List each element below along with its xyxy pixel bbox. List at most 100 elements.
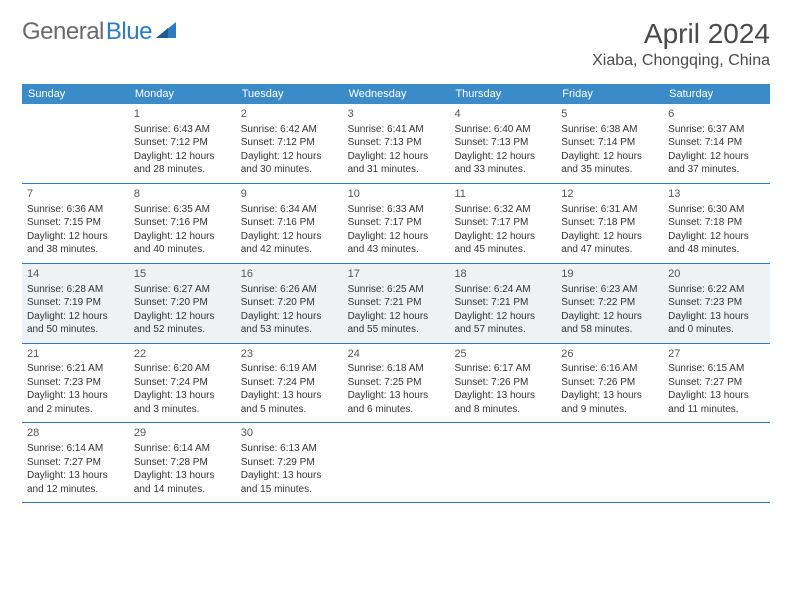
calendar-day-cell: 18Sunrise: 6:24 AMSunset: 7:21 PMDayligh… bbox=[449, 264, 556, 343]
sunrise-text: Sunrise: 6:32 AM bbox=[454, 203, 551, 217]
day-number: 7 bbox=[27, 187, 124, 202]
sunrise-text: Sunrise: 6:23 AM bbox=[561, 283, 658, 297]
day-header: Thursday bbox=[449, 84, 556, 104]
calendar-day-cell: 25Sunrise: 6:17 AMSunset: 7:26 PMDayligh… bbox=[449, 344, 556, 423]
sunrise-text: Sunrise: 6:20 AM bbox=[134, 362, 231, 376]
sunset-text: Sunset: 7:12 PM bbox=[241, 136, 338, 150]
logo-text-blue: Blue bbox=[106, 18, 152, 46]
sunset-text: Sunset: 7:16 PM bbox=[134, 216, 231, 230]
calendar-day-cell: 21Sunrise: 6:21 AMSunset: 7:23 PMDayligh… bbox=[22, 344, 129, 423]
calendar-day-cell: 8Sunrise: 6:35 AMSunset: 7:16 PMDaylight… bbox=[129, 184, 236, 263]
calendar-day-cell: 17Sunrise: 6:25 AMSunset: 7:21 PMDayligh… bbox=[343, 264, 450, 343]
daylight-text: Daylight: 13 hours and 11 minutes. bbox=[668, 389, 765, 416]
day-header: Monday bbox=[129, 84, 236, 104]
daylight-text: Daylight: 13 hours and 2 minutes. bbox=[27, 389, 124, 416]
logo-text-gray: General bbox=[22, 18, 104, 46]
calendar-day-cell: 2Sunrise: 6:42 AMSunset: 7:12 PMDaylight… bbox=[236, 104, 343, 183]
calendar-day-cell: 5Sunrise: 6:38 AMSunset: 7:14 PMDaylight… bbox=[556, 104, 663, 183]
daylight-text: Daylight: 12 hours and 53 minutes. bbox=[241, 310, 338, 337]
sunset-text: Sunset: 7:14 PM bbox=[561, 136, 658, 150]
day-number: 15 bbox=[134, 267, 231, 282]
sunrise-text: Sunrise: 6:13 AM bbox=[241, 442, 338, 456]
day-number: 3 bbox=[348, 107, 445, 122]
sunrise-text: Sunrise: 6:24 AM bbox=[454, 283, 551, 297]
calendar-day-cell: 24Sunrise: 6:18 AMSunset: 7:25 PMDayligh… bbox=[343, 344, 450, 423]
sunrise-text: Sunrise: 6:33 AM bbox=[348, 203, 445, 217]
sunset-text: Sunset: 7:23 PM bbox=[668, 296, 765, 310]
calendar-week-row: 14Sunrise: 6:28 AMSunset: 7:19 PMDayligh… bbox=[22, 264, 770, 344]
sunrise-text: Sunrise: 6:25 AM bbox=[348, 283, 445, 297]
sunset-text: Sunset: 7:17 PM bbox=[454, 216, 551, 230]
sunset-text: Sunset: 7:26 PM bbox=[561, 376, 658, 390]
sunset-text: Sunset: 7:23 PM bbox=[27, 376, 124, 390]
day-number: 14 bbox=[27, 267, 124, 282]
calendar-day-cell: 15Sunrise: 6:27 AMSunset: 7:20 PMDayligh… bbox=[129, 264, 236, 343]
sunset-text: Sunset: 7:18 PM bbox=[561, 216, 658, 230]
calendar-day-cell bbox=[343, 423, 450, 502]
calendar-week-row: 21Sunrise: 6:21 AMSunset: 7:23 PMDayligh… bbox=[22, 344, 770, 424]
logo: GeneralBlue bbox=[22, 18, 176, 46]
day-number: 17 bbox=[348, 267, 445, 282]
daylight-text: Daylight: 13 hours and 5 minutes. bbox=[241, 389, 338, 416]
page-header: GeneralBlue April 2024 Xiaba, Chongqing,… bbox=[22, 18, 770, 70]
sunset-text: Sunset: 7:15 PM bbox=[27, 216, 124, 230]
calendar-body: 1Sunrise: 6:43 AMSunset: 7:12 PMDaylight… bbox=[22, 104, 770, 503]
sunrise-text: Sunrise: 6:40 AM bbox=[454, 123, 551, 137]
sunrise-text: Sunrise: 6:36 AM bbox=[27, 203, 124, 217]
sunrise-text: Sunrise: 6:19 AM bbox=[241, 362, 338, 376]
sunset-text: Sunset: 7:13 PM bbox=[348, 136, 445, 150]
sunrise-text: Sunrise: 6:26 AM bbox=[241, 283, 338, 297]
month-title: April 2024 bbox=[592, 18, 770, 50]
calendar-day-cell: 14Sunrise: 6:28 AMSunset: 7:19 PMDayligh… bbox=[22, 264, 129, 343]
daylight-text: Daylight: 13 hours and 0 minutes. bbox=[668, 310, 765, 337]
day-number: 1 bbox=[134, 107, 231, 122]
calendar-week-row: 1Sunrise: 6:43 AMSunset: 7:12 PMDaylight… bbox=[22, 104, 770, 184]
day-number: 22 bbox=[134, 347, 231, 362]
daylight-text: Daylight: 13 hours and 15 minutes. bbox=[241, 469, 338, 496]
calendar-day-cell: 7Sunrise: 6:36 AMSunset: 7:15 PMDaylight… bbox=[22, 184, 129, 263]
daylight-text: Daylight: 12 hours and 55 minutes. bbox=[348, 310, 445, 337]
calendar-week-row: 28Sunrise: 6:14 AMSunset: 7:27 PM Dayligh… bbox=[22, 423, 770, 503]
calendar-day-cell bbox=[449, 423, 556, 502]
sunrise-text: Sunrise: 6:35 AM bbox=[134, 203, 231, 217]
daylight-text: Daylight: 12 hours and 28 minutes. bbox=[134, 150, 231, 177]
location-text: Xiaba, Chongqing, China bbox=[592, 52, 770, 70]
day-number: 26 bbox=[561, 347, 658, 362]
calendar-day-cell: 19Sunrise: 6:23 AMSunset: 7:22 PMDayligh… bbox=[556, 264, 663, 343]
daylight-text: Daylight: 12 hours and 47 minutes. bbox=[561, 230, 658, 257]
day-number: 10 bbox=[348, 187, 445, 202]
sunset-text: Sunset: 7:25 PM bbox=[348, 376, 445, 390]
sunset-text: Sunset: 7:29 PM bbox=[241, 456, 338, 470]
day-number: 4 bbox=[454, 107, 551, 122]
sunset-text: Sunset: 7:18 PM bbox=[668, 216, 765, 230]
day-number: 2 bbox=[241, 107, 338, 122]
daylight-text: Daylight: 12 hours and 45 minutes. bbox=[454, 230, 551, 257]
day-number: 28 bbox=[27, 426, 124, 441]
daylight-text: Daylight: 13 hours and 8 minutes. bbox=[454, 389, 551, 416]
calendar-day-cell: 10Sunrise: 6:33 AMSunset: 7:17 PMDayligh… bbox=[343, 184, 450, 263]
daylight-text: Daylight: 12 hours and 58 minutes. bbox=[561, 310, 658, 337]
day-header: Wednesday bbox=[343, 84, 450, 104]
day-header: Sunday bbox=[22, 84, 129, 104]
daylight-text: Daylight: 12 hours and 38 minutes. bbox=[27, 230, 124, 257]
day-header: Saturday bbox=[663, 84, 770, 104]
sunset-text: Sunset: 7:27 PM bbox=[27, 456, 124, 470]
sunset-text: Sunset: 7:20 PM bbox=[241, 296, 338, 310]
day-number: 19 bbox=[561, 267, 658, 282]
sunset-text: Sunset: 7:21 PM bbox=[454, 296, 551, 310]
day-number: 8 bbox=[134, 187, 231, 202]
daylight-text: Daylight: 12 hours and 35 minutes. bbox=[561, 150, 658, 177]
sunset-text: Sunset: 7:26 PM bbox=[454, 376, 551, 390]
daylight-text: Daylight: 12 hours and 40 minutes. bbox=[134, 230, 231, 257]
calendar-day-cell: 27Sunrise: 6:15 AMSunset: 7:27 PMDayligh… bbox=[663, 344, 770, 423]
daylight-text: Daylight: 13 hours and 6 minutes. bbox=[348, 389, 445, 416]
sunset-text: Sunset: 7:14 PM bbox=[668, 136, 765, 150]
calendar-grid: SundayMondayTuesdayWednesdayThursdayFrid… bbox=[22, 84, 770, 503]
day-number: 5 bbox=[561, 107, 658, 122]
sunrise-text: Sunrise: 6:14 AM bbox=[27, 442, 124, 456]
day-number: 30 bbox=[241, 426, 338, 441]
sunset-text: Sunset: 7:21 PM bbox=[348, 296, 445, 310]
sunset-text: Sunset: 7:16 PM bbox=[241, 216, 338, 230]
calendar-day-cell: 11Sunrise: 6:32 AMSunset: 7:17 PMDayligh… bbox=[449, 184, 556, 263]
day-number: 29 bbox=[134, 426, 231, 441]
